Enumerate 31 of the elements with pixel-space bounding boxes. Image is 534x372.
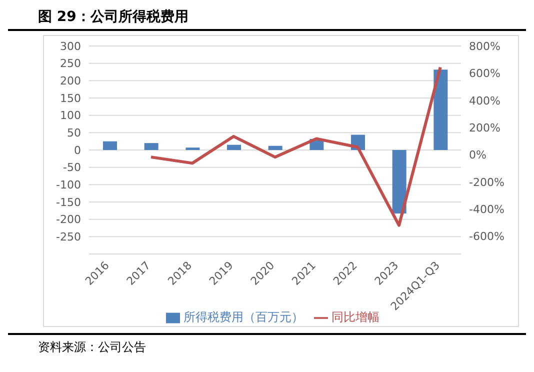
bar [227,144,241,150]
line-series [150,66,442,227]
y-tick-label: 150 [60,92,81,105]
y-tick-label: 250 [60,57,81,70]
y-tick-label: -100 [56,178,81,192]
chart-title: 图 29：公司所得税费用 [8,8,526,31]
y-tick-label: 0 [74,144,81,157]
bar [144,143,158,150]
y2-tick-label: -200% [469,176,504,189]
legend-label: 同比增幅 [332,310,380,324]
y-tick-label: -250 [56,230,81,244]
y2-tick-label: -400% [469,203,504,216]
bar [434,70,448,150]
text: 资料来源：公司公告 [38,339,147,356]
y2-tick-label: 400% [469,94,500,108]
y-tick-label: -150 [56,196,81,209]
y2-tick-label: 800% [469,40,500,53]
y-tick-label: 200 [60,74,81,88]
bar [103,141,117,150]
y2-tick-label: 200% [469,121,500,134]
y2-tick-label: 600% [469,67,500,80]
bar [392,150,406,214]
y2-tick-label: 0% [469,148,486,162]
y-tick-label: 300 [60,40,81,53]
legend-label: 所得税费用（百万元） [184,310,304,324]
bar [268,146,282,150]
y-tick-label: -200 [56,213,81,226]
y2-tick-label: -600% [469,230,504,244]
y-tick-label: 100 [60,109,81,122]
y-tick-label: -50 [63,161,81,174]
y-tick-label: 50 [67,126,81,140]
